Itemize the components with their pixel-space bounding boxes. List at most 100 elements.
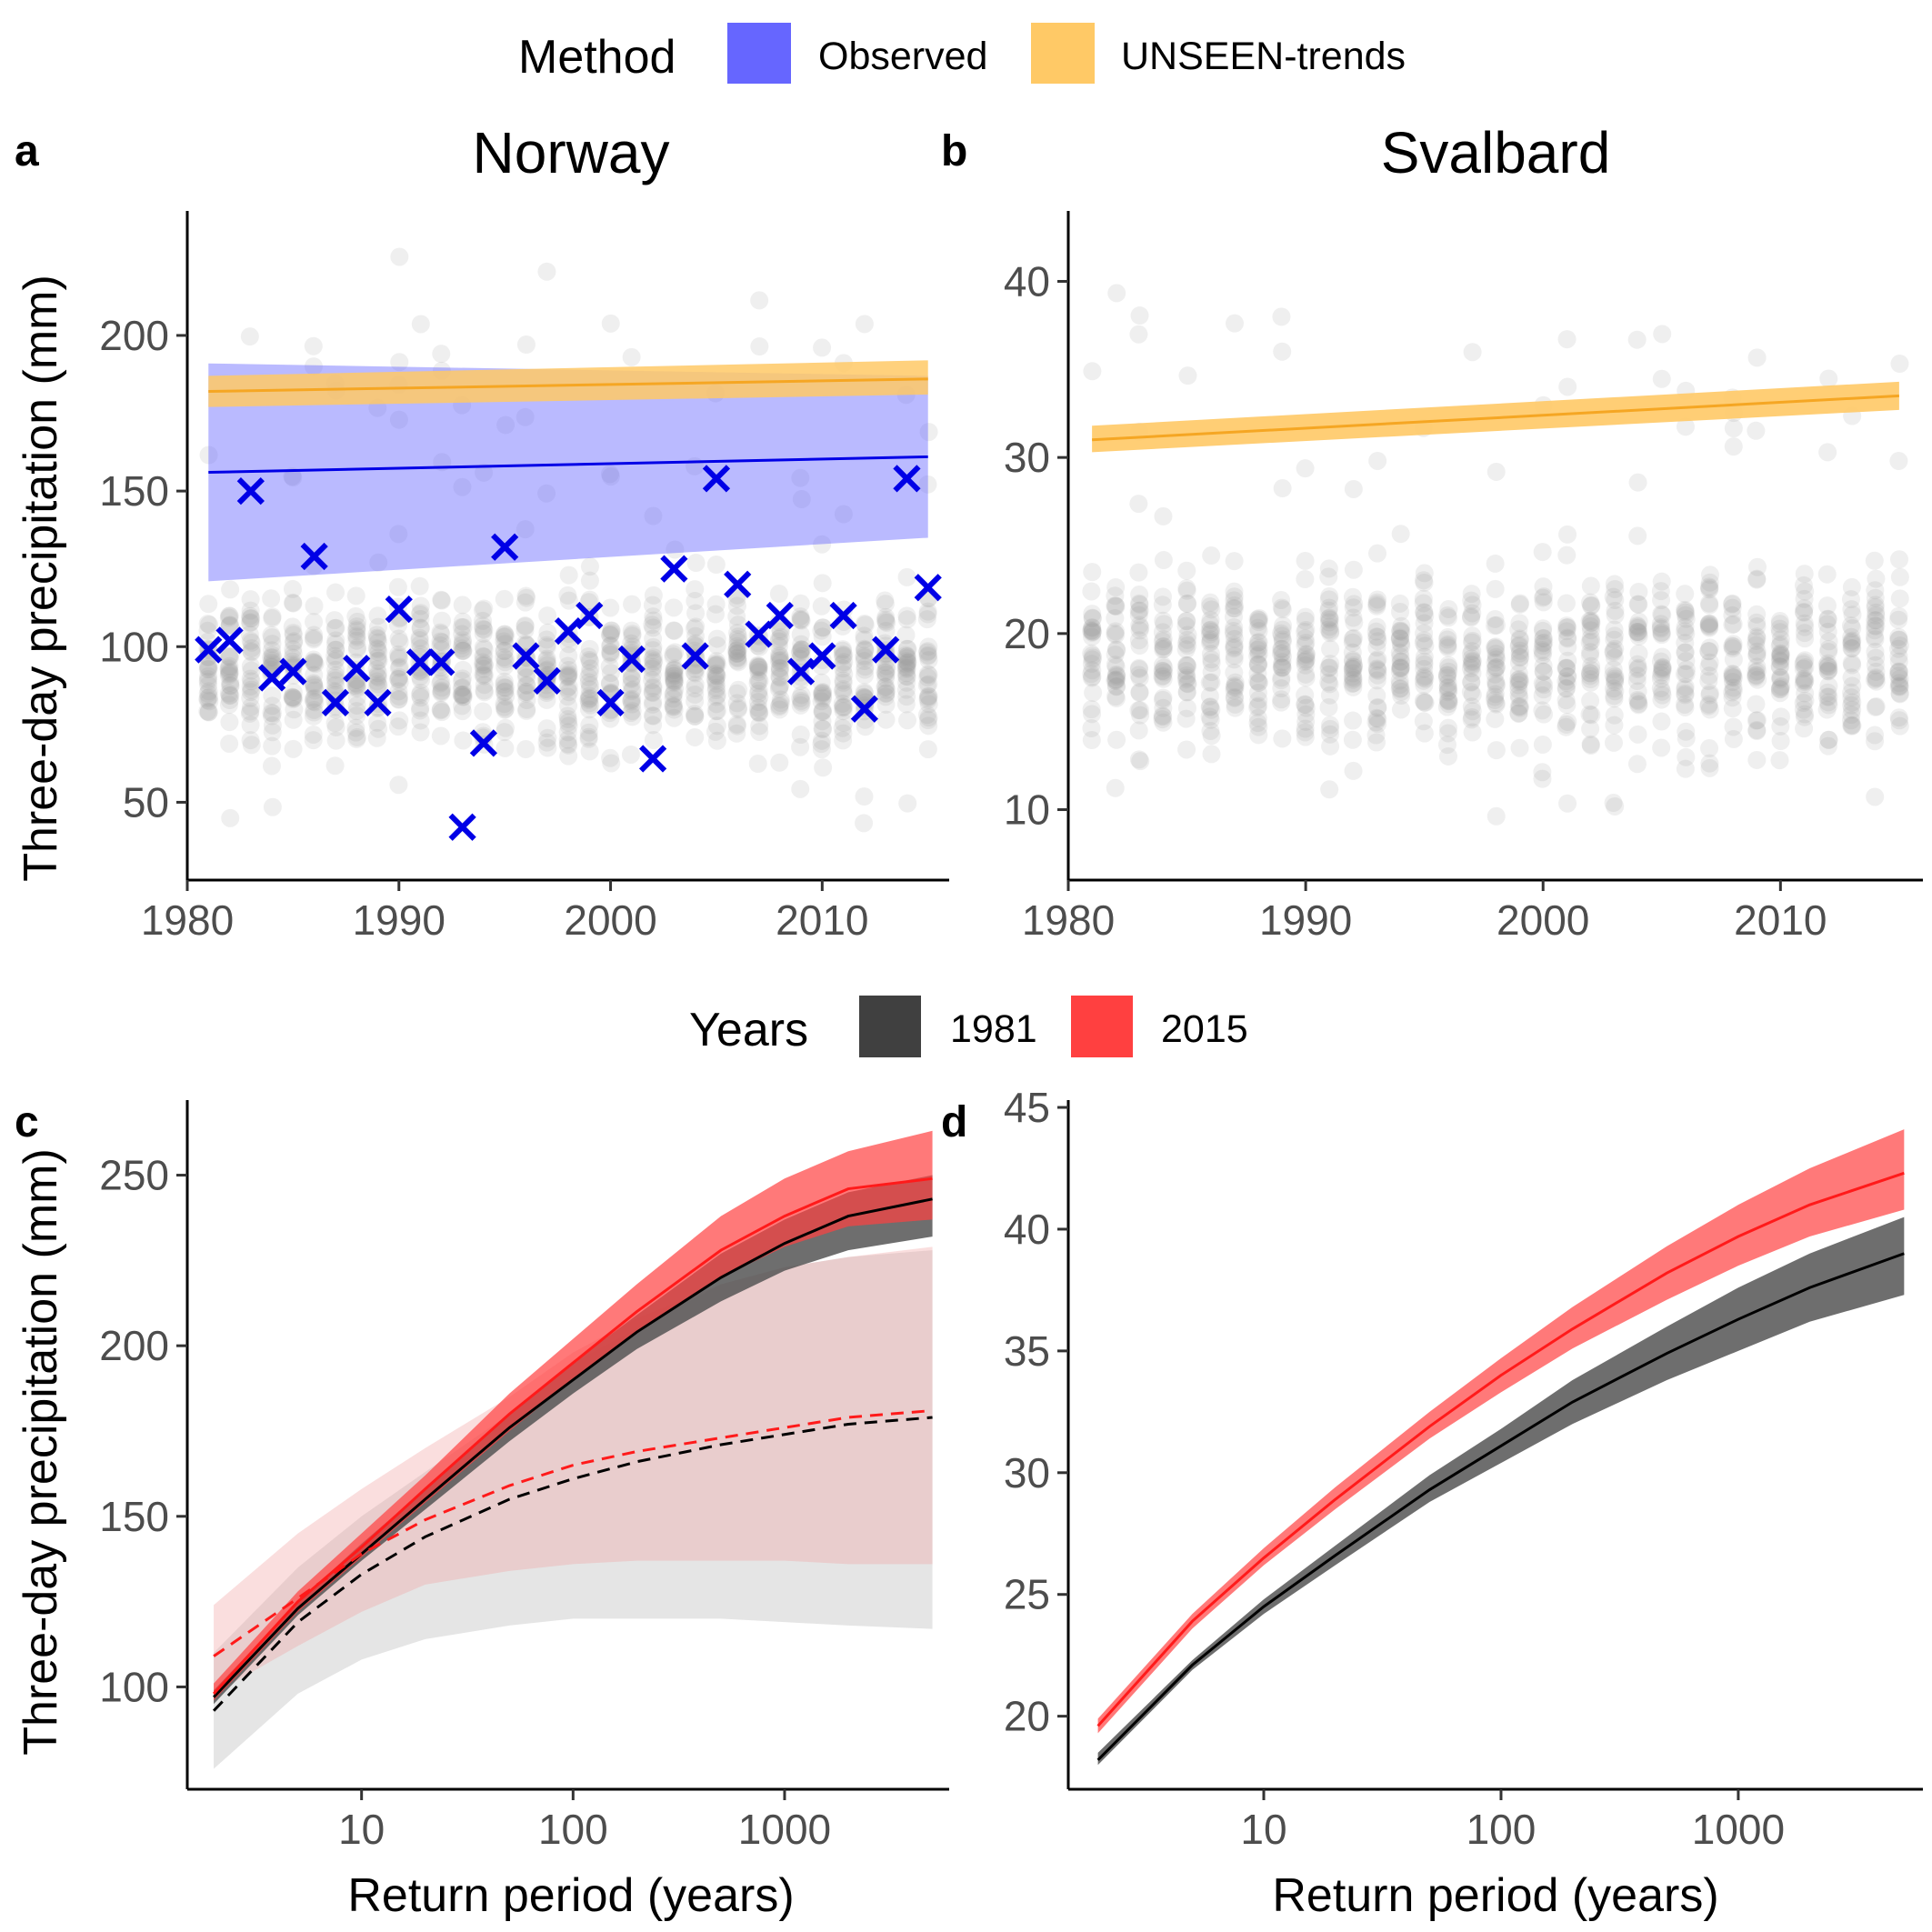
ensemble-point	[1747, 617, 1767, 636]
ensemble-point	[771, 620, 790, 639]
observed-trend-band	[208, 363, 928, 582]
ensemble-point	[1581, 576, 1600, 596]
ensemble-point	[283, 687, 302, 706]
ensemble-point	[220, 734, 239, 753]
panel-a-y-tick-label: 150	[99, 467, 169, 515]
ensemble-point	[792, 640, 811, 659]
ensemble-point	[664, 685, 683, 704]
ensemble-point	[305, 654, 324, 673]
ensemble-point	[558, 687, 577, 706]
panel-a-x-tick-label: 1980	[141, 896, 234, 944]
ensemble-point	[1129, 666, 1148, 685]
ensemble-point	[263, 641, 282, 660]
ensemble-point	[411, 609, 430, 628]
ensemble-point	[347, 675, 366, 694]
ensemble-point	[1106, 645, 1125, 664]
ensemble-point	[326, 717, 345, 736]
ensemble-point	[1676, 617, 1695, 636]
ensemble-point	[1130, 668, 1149, 687]
ensemble-point	[1676, 697, 1695, 716]
ensemble-point	[347, 679, 366, 698]
ensemble-point	[706, 555, 726, 574]
ensemble-point	[897, 639, 916, 658]
ensemble-point	[305, 693, 325, 712]
ensemble-point	[1747, 613, 1767, 632]
ensemble-point	[304, 674, 323, 693]
ensemble-point	[1296, 665, 1316, 684]
ensemble-point	[707, 666, 726, 686]
ensemble-point	[876, 595, 895, 614]
ensemble-point	[1676, 634, 1695, 653]
ensemble-point	[1629, 696, 1648, 715]
ensemble-point	[1867, 662, 1886, 681]
ensemble-point	[1296, 634, 1316, 653]
observed-point	[596, 688, 625, 716]
ensemble-point	[727, 607, 746, 626]
ensemble-point	[220, 647, 239, 666]
ensemble-point	[1437, 697, 1457, 716]
ensemble-point	[897, 647, 916, 666]
ensemble-point	[1534, 577, 1553, 596]
ensemble-point	[1463, 664, 1482, 683]
ensemble-point	[643, 596, 662, 615]
ensemble-point	[1391, 603, 1410, 622]
ensemble-point	[1273, 644, 1292, 663]
ensemble-point	[1819, 676, 1838, 696]
ensemble-point	[242, 672, 261, 691]
ensemble-point	[601, 467, 620, 486]
ensemble-point	[1581, 613, 1600, 632]
ensemble-point	[791, 468, 810, 487]
ensemble-point	[1391, 700, 1410, 719]
ensemble-point	[1604, 733, 1623, 752]
ensemble-point	[1700, 638, 1719, 657]
ensemble-point	[1415, 573, 1434, 592]
unseen-trend-line-svalbard	[1092, 394, 1899, 442]
ensemble-point	[1201, 710, 1220, 729]
ensemble-point	[1842, 632, 1861, 651]
ensemble-point	[496, 626, 515, 646]
ensemble-point	[1154, 666, 1173, 686]
observed-trend-line	[208, 455, 928, 475]
ensemble-point	[622, 675, 641, 694]
ensemble-point	[1344, 670, 1363, 689]
ensemble-point	[1083, 627, 1102, 646]
ensemble-point	[791, 643, 810, 662]
ensemble-point	[1628, 618, 1647, 637]
ensemble-point	[1225, 636, 1244, 655]
ensemble-point	[1486, 616, 1505, 636]
ensemble-point	[770, 697, 789, 716]
ensemble-point	[221, 673, 240, 692]
ensemble-point	[1415, 624, 1434, 643]
ensemble-point	[1511, 647, 1530, 666]
ensemble-point	[1724, 678, 1743, 697]
ensemble-point	[770, 696, 789, 715]
ensemble-point	[1462, 673, 1481, 692]
ensemble-point	[558, 679, 577, 698]
ensemble-point	[1367, 651, 1386, 670]
ensemble-point	[856, 660, 875, 679]
ensemble-point	[1747, 666, 1766, 686]
ensemble-point	[262, 589, 281, 608]
ensemble-point	[1202, 663, 1221, 682]
ensemble-point	[1249, 673, 1268, 692]
ensemble-point	[389, 669, 408, 688]
ensemble-point	[1582, 661, 1601, 680]
ensemble-point	[1747, 642, 1767, 661]
observed-point	[533, 666, 561, 696]
ensemble-point	[495, 589, 514, 608]
ensemble-point	[538, 623, 557, 642]
ensemble-point	[1818, 609, 1837, 628]
ensemble-point	[1249, 717, 1268, 736]
observed-point	[681, 642, 709, 670]
ensemble-point	[791, 696, 810, 715]
ensemble-point	[665, 697, 684, 716]
ensemble-point	[432, 590, 451, 609]
ensemble-point	[1605, 630, 1624, 649]
ensemble-point	[727, 724, 746, 743]
ensemble-point	[1486, 659, 1505, 678]
ensemble-point	[834, 659, 853, 678]
ensemble-point	[453, 631, 472, 650]
ensemble-point	[1201, 630, 1220, 649]
ensemble-point	[410, 635, 429, 654]
ensemble-point	[622, 664, 641, 683]
